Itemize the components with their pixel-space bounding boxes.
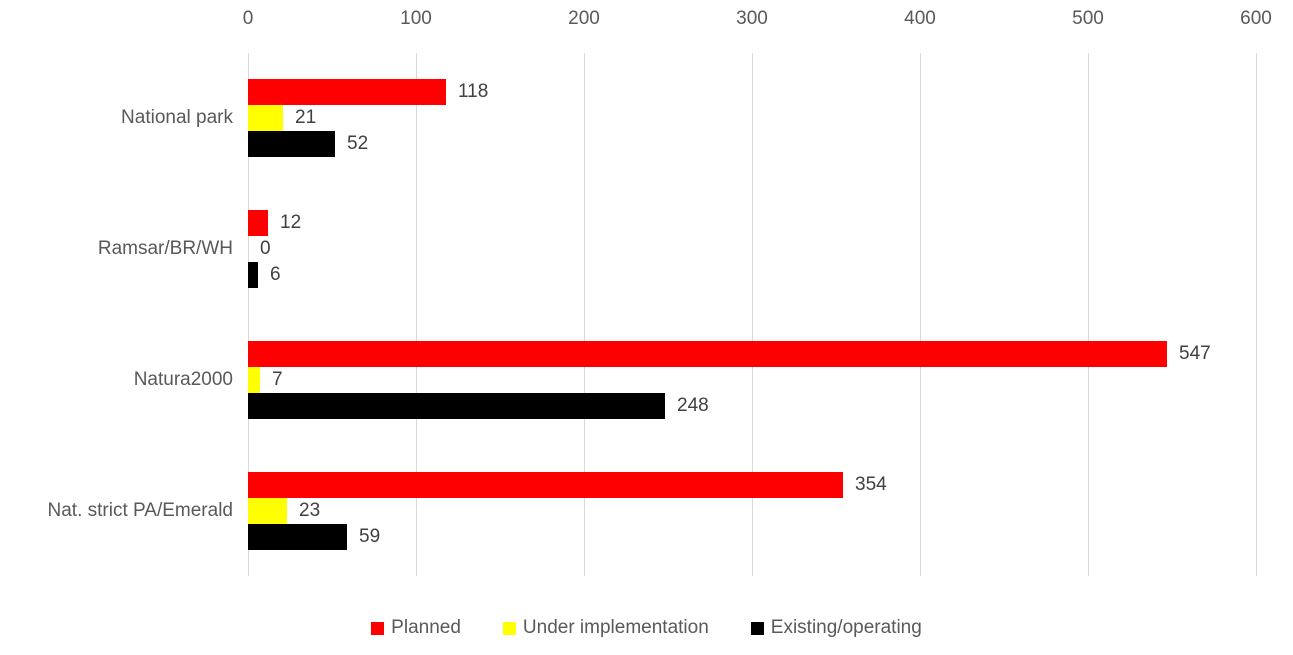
bar-value-label: 23 (299, 500, 321, 521)
bar-value-label: 6 (270, 264, 281, 285)
legend-swatch (502, 621, 516, 635)
category-label: Nat. strict PA/Emerald (47, 499, 233, 521)
bar (248, 105, 283, 131)
gridline (584, 53, 585, 576)
bar-value-label: 52 (347, 133, 369, 154)
bar (248, 498, 287, 524)
axis-tick-label: 500 (1072, 8, 1104, 29)
legend-label: Under implementation (522, 617, 709, 638)
legend-item: Existing/operating (750, 617, 922, 639)
legend: Planned Under implementation Existing/oper… (0, 612, 1293, 644)
bar-value-label: 21 (295, 107, 317, 128)
bar-value-label: 118 (458, 81, 489, 102)
axis-tick-label: 200 (568, 8, 600, 29)
bar (248, 210, 268, 236)
legend-swatch (371, 621, 385, 635)
axis-tick-label: 600 (1240, 8, 1272, 29)
bar (248, 367, 260, 393)
bar (248, 393, 665, 419)
bar (248, 131, 335, 157)
category-label: Ramsar/BR/WH (97, 238, 233, 260)
category-label: National park (121, 107, 233, 129)
legend-label: Existing/operating (770, 617, 922, 638)
axis-tick-label: 0 (242, 8, 254, 29)
bar-value-label: 59 (359, 526, 381, 547)
axis-tick-label: 100 (400, 8, 432, 29)
axis-tick-label: 400 (904, 8, 936, 29)
legend-item: Under implementation (502, 617, 709, 639)
bar-value-label: 248 (677, 395, 709, 416)
legend-label: Planned (391, 617, 461, 638)
bar (248, 341, 1167, 367)
gridline (752, 53, 753, 576)
bar-value-label: 7 (272, 369, 283, 390)
category-label: Natura2000 (133, 368, 233, 390)
legend-swatch (750, 621, 764, 635)
bar (248, 79, 446, 105)
bar-value-label: 354 (855, 474, 887, 495)
axis-tick-label: 300 (736, 8, 768, 29)
gridline (248, 53, 249, 576)
bar (248, 524, 347, 550)
gridline (920, 53, 921, 576)
gridline (1256, 53, 1257, 576)
bar-value-label: 12 (280, 212, 302, 233)
bar (248, 472, 843, 498)
gridline (1088, 53, 1089, 576)
bar-value-label: 547 (1179, 343, 1211, 364)
bar (248, 262, 258, 288)
legend-item: Planned (371, 617, 461, 639)
gridline (416, 53, 417, 576)
bar-value-label: 0 (260, 238, 271, 259)
